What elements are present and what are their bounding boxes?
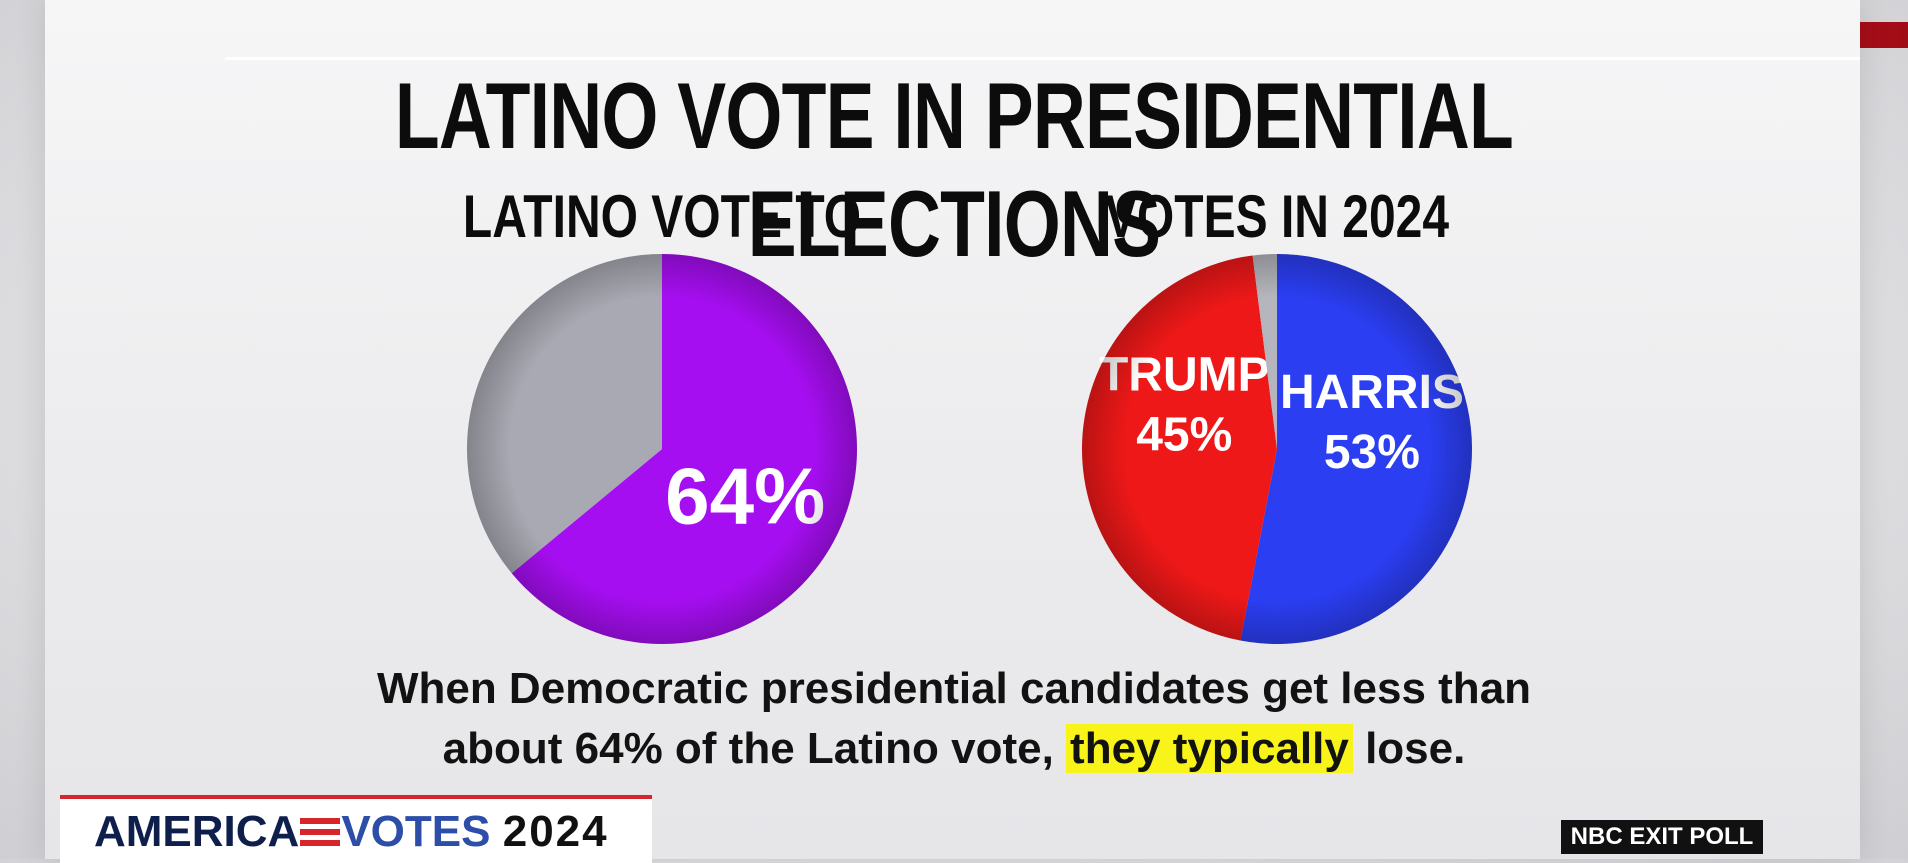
logo-america: AMERICA [94,807,300,856]
caption-line-1: When Democratic presidential candidates … [376,664,1532,713]
caption-highlight: they typically [1066,724,1353,773]
main-title: LATINO VOTE IN PRESIDENTIAL ELECTIONS [394,63,1514,276]
pie-2-title: VOTES IN 2024 [1104,183,1450,250]
pie-chart-latino-vote-to-win: 64% [467,254,857,644]
pie-2-shading [1082,254,1472,644]
pie-chart-votes-in-2024: HARRIS53%TRUMP45% [1082,254,1472,644]
caption-line-2: about 64% of the Latino vote, they typic… [0,724,1908,774]
caption-line-2-start: about 64% of the Latino vote, [442,724,1054,773]
logo-year: 2024 [502,807,609,856]
graphic-board [45,0,1860,859]
logo-votes: VOTES [341,807,491,856]
america-votes-logo: AMERICA VOTES 2024 [60,795,652,863]
caption-line-2-end: lose. [1365,724,1466,773]
board-top-edge [225,57,1860,60]
source-tag: NBC EXIT POLL [1561,820,1763,854]
flag-stripes-icon [300,818,341,848]
pie-1-shading [467,254,857,644]
